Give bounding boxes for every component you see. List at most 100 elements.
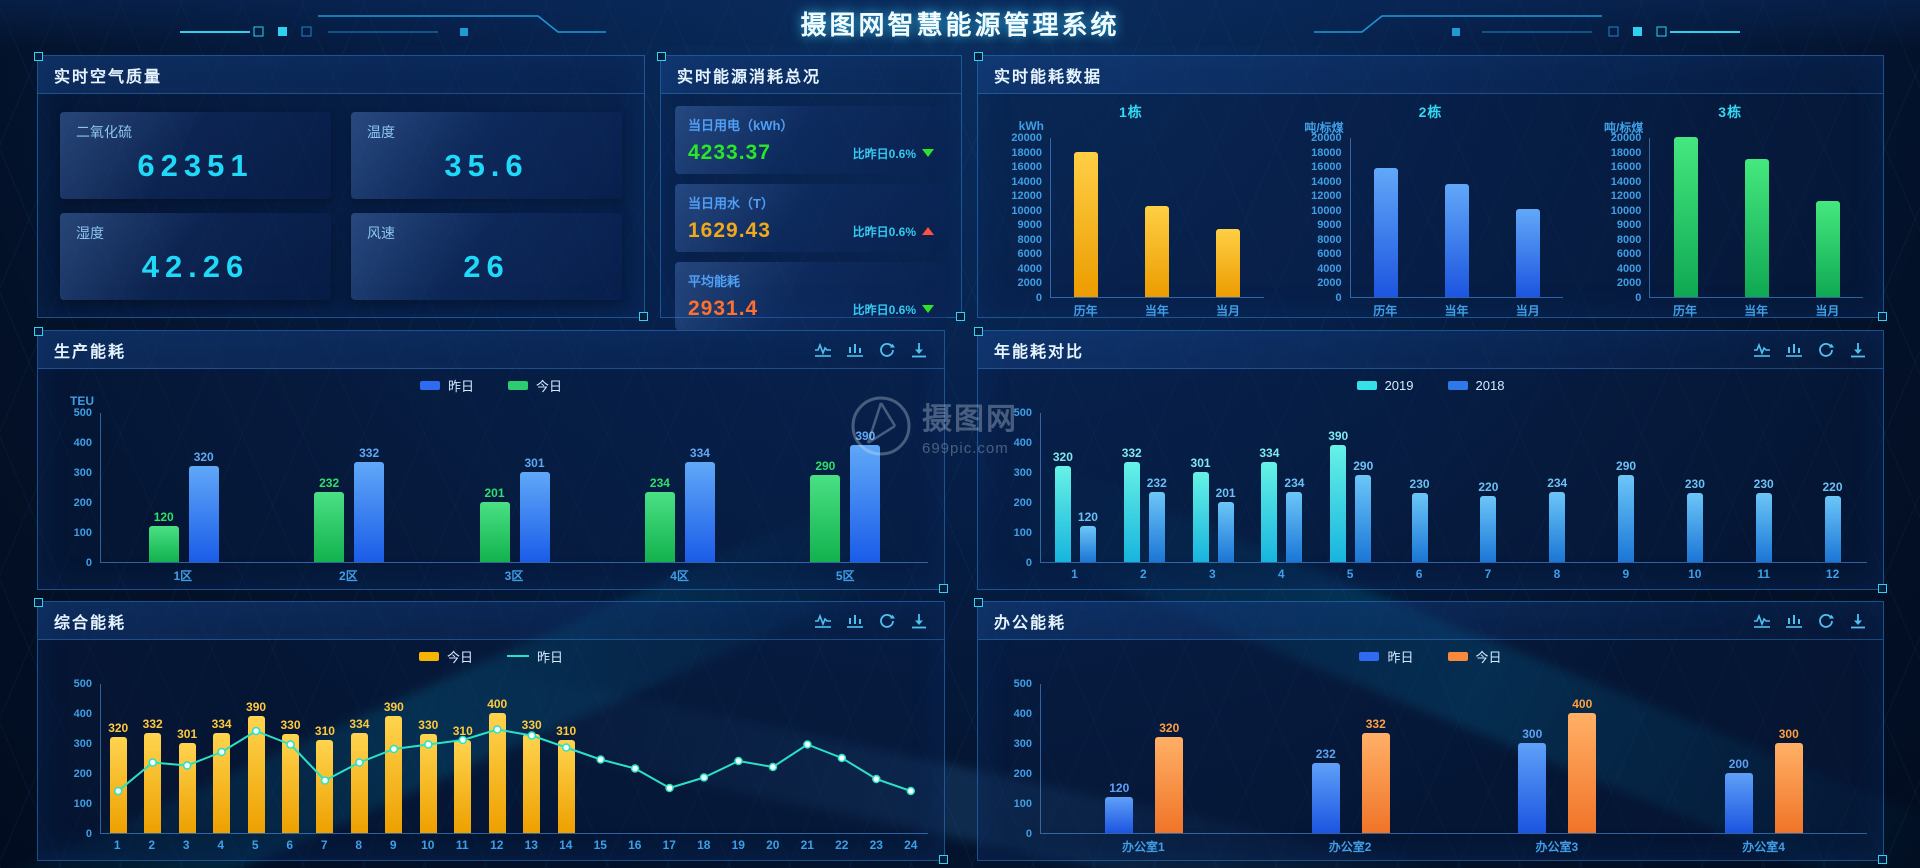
legend-label: 今日	[446, 649, 473, 665]
air-card-humidity: 湿度 42.26	[60, 213, 331, 300]
legend-item[interactable]: 今日	[508, 376, 562, 395]
compare-label: 比昨日0.6%	[852, 224, 916, 239]
bar	[314, 492, 345, 562]
y-tick-label: 12000	[1311, 190, 1342, 203]
bar	[1330, 445, 1347, 562]
legend-swatch	[1356, 380, 1377, 390]
x-tick-label: 历年	[1073, 304, 1098, 318]
legend-label: 今日	[1475, 649, 1502, 665]
bar-value-label: 330	[280, 718, 301, 732]
x-tick-label: 12	[490, 838, 504, 852]
bar-with-label: 301	[177, 728, 197, 833]
chart-plot: 320 120 332 232 301 201 334 234 390 290 230 220 234 2…	[1040, 413, 1867, 563]
legend-item[interactable]: 2019	[1356, 378, 1414, 393]
x-tick-label: 22	[835, 838, 849, 852]
bar-value-label: 290	[1353, 459, 1374, 473]
bar-with-label: 301	[1191, 457, 1211, 562]
bar	[316, 740, 334, 833]
line-chart-icon[interactable]	[1753, 341, 1771, 359]
legend-item[interactable]: 昨日	[507, 647, 563, 666]
line-chart-icon[interactable]	[814, 341, 832, 359]
bar	[1549, 492, 1566, 562]
legend-item[interactable]: 2018	[1447, 378, 1504, 393]
bar-value-label: 220	[1822, 480, 1843, 494]
bar-with-label	[1216, 229, 1241, 297]
chart-area: 500 400 300 200 100 0 120 320 232 332 300 400 200 300	[994, 678, 1867, 840]
x-tick-label: 3	[182, 838, 190, 852]
air-quality-cards: 二氧化硫 62351 温度 35.6 湿度 42.26 风速 26	[38, 94, 644, 318]
legend-item[interactable]: 今日	[418, 647, 473, 666]
download-icon[interactable]	[1849, 612, 1867, 630]
x-axis-labels: 1区 2区 3区 4区 5区	[100, 563, 928, 584]
y-tick-label: 500	[73, 678, 92, 690]
y-tick-label: 400	[1013, 437, 1032, 449]
y-tick-label: 2000	[1017, 277, 1042, 290]
panel-title: 办公能耗	[994, 614, 1067, 632]
y-tick-label: 2000	[1317, 277, 1342, 290]
x-tick-label: 18	[697, 838, 711, 852]
bar	[1673, 137, 1698, 297]
y-axis: 500 400 300 200 100 0	[994, 407, 1040, 569]
y-tick-label: 200	[73, 768, 92, 780]
y-tick-label: 400	[1013, 708, 1032, 720]
refresh-icon[interactable]	[1817, 341, 1835, 359]
chart-toolbar	[814, 341, 928, 359]
download-icon[interactable]	[1849, 341, 1867, 359]
bar-value-label: 234	[649, 476, 670, 490]
y-tick-label: 14000	[1311, 175, 1342, 188]
bar-value-label: 390	[1328, 429, 1349, 443]
bar-chart-icon[interactable]	[1785, 612, 1803, 630]
refresh-icon[interactable]	[878, 612, 896, 630]
legend-item[interactable]: 今日	[1447, 647, 1502, 666]
x-axis-labels: 1 2 3 4 5 6 7 8 9 10 11 12 13 14 15 16 17 18 19 20 21 22 23 24	[100, 834, 928, 852]
category-slot: 330	[411, 684, 445, 833]
legend-item[interactable]: 昨日	[419, 376, 474, 395]
bar-with-label: 320	[1155, 721, 1184, 833]
bar-chart-icon[interactable]	[846, 612, 864, 630]
chart-legend: 昨日 今日	[54, 371, 928, 399]
bar-with-label: 232	[1311, 748, 1340, 833]
bar-value-label: 334	[1259, 446, 1280, 460]
bar-chart-icon[interactable]	[846, 341, 864, 359]
category-slot: 334 234	[1247, 413, 1316, 562]
line-chart-icon[interactable]	[814, 612, 832, 630]
bar	[557, 740, 575, 833]
x-tick-label: 8	[1553, 567, 1561, 581]
download-icon[interactable]	[910, 341, 928, 359]
bar	[810, 475, 841, 562]
x-tick-label: 6	[286, 838, 294, 852]
bar-with-label: 220	[1478, 481, 1498, 562]
bar-value-label: 320	[193, 450, 214, 464]
bar-with-label: 230	[1685, 478, 1705, 562]
legend-item[interactable]: 昨日	[1359, 647, 1414, 666]
bar-with-label: 300	[1774, 728, 1803, 833]
x-tick-label: 历年	[1373, 304, 1398, 318]
bar-with-label: 334	[684, 447, 715, 562]
bar-value-label: 230	[1753, 477, 1774, 491]
chart-plot	[1349, 138, 1564, 298]
bar-value-label: 290	[815, 459, 836, 473]
line-chart-icon[interactable]	[1753, 612, 1771, 630]
y-tick-label: 100	[73, 798, 92, 810]
bar-with-label: 234	[1547, 477, 1567, 562]
bar	[385, 716, 403, 833]
category-slot: 120 320	[1041, 684, 1248, 833]
bar-value-label: 320	[1159, 721, 1180, 735]
y-tick-label: 10000	[1610, 204, 1642, 217]
air-card-temperature: 温度 35.6	[351, 112, 622, 199]
category-slot: 290	[1592, 413, 1661, 562]
bar	[850, 445, 881, 562]
download-icon[interactable]	[910, 612, 928, 630]
chart-legend: 2019 2018	[994, 371, 1867, 399]
x-axis-labels: 办公室1 办公室2 办公室3 办公室4	[1040, 834, 1867, 855]
bar-chart-icon[interactable]	[1785, 341, 1803, 359]
bar-with-label: 332	[143, 718, 163, 833]
x-tick-label: 14	[559, 838, 573, 852]
bar-with-label: 234	[644, 476, 675, 562]
y-tick-label: 2000	[1616, 277, 1642, 290]
y-tick-label: 9000	[1616, 219, 1642, 232]
category-slot: 290 390	[763, 413, 928, 562]
refresh-icon[interactable]	[878, 341, 896, 359]
refresh-icon[interactable]	[1817, 612, 1835, 630]
